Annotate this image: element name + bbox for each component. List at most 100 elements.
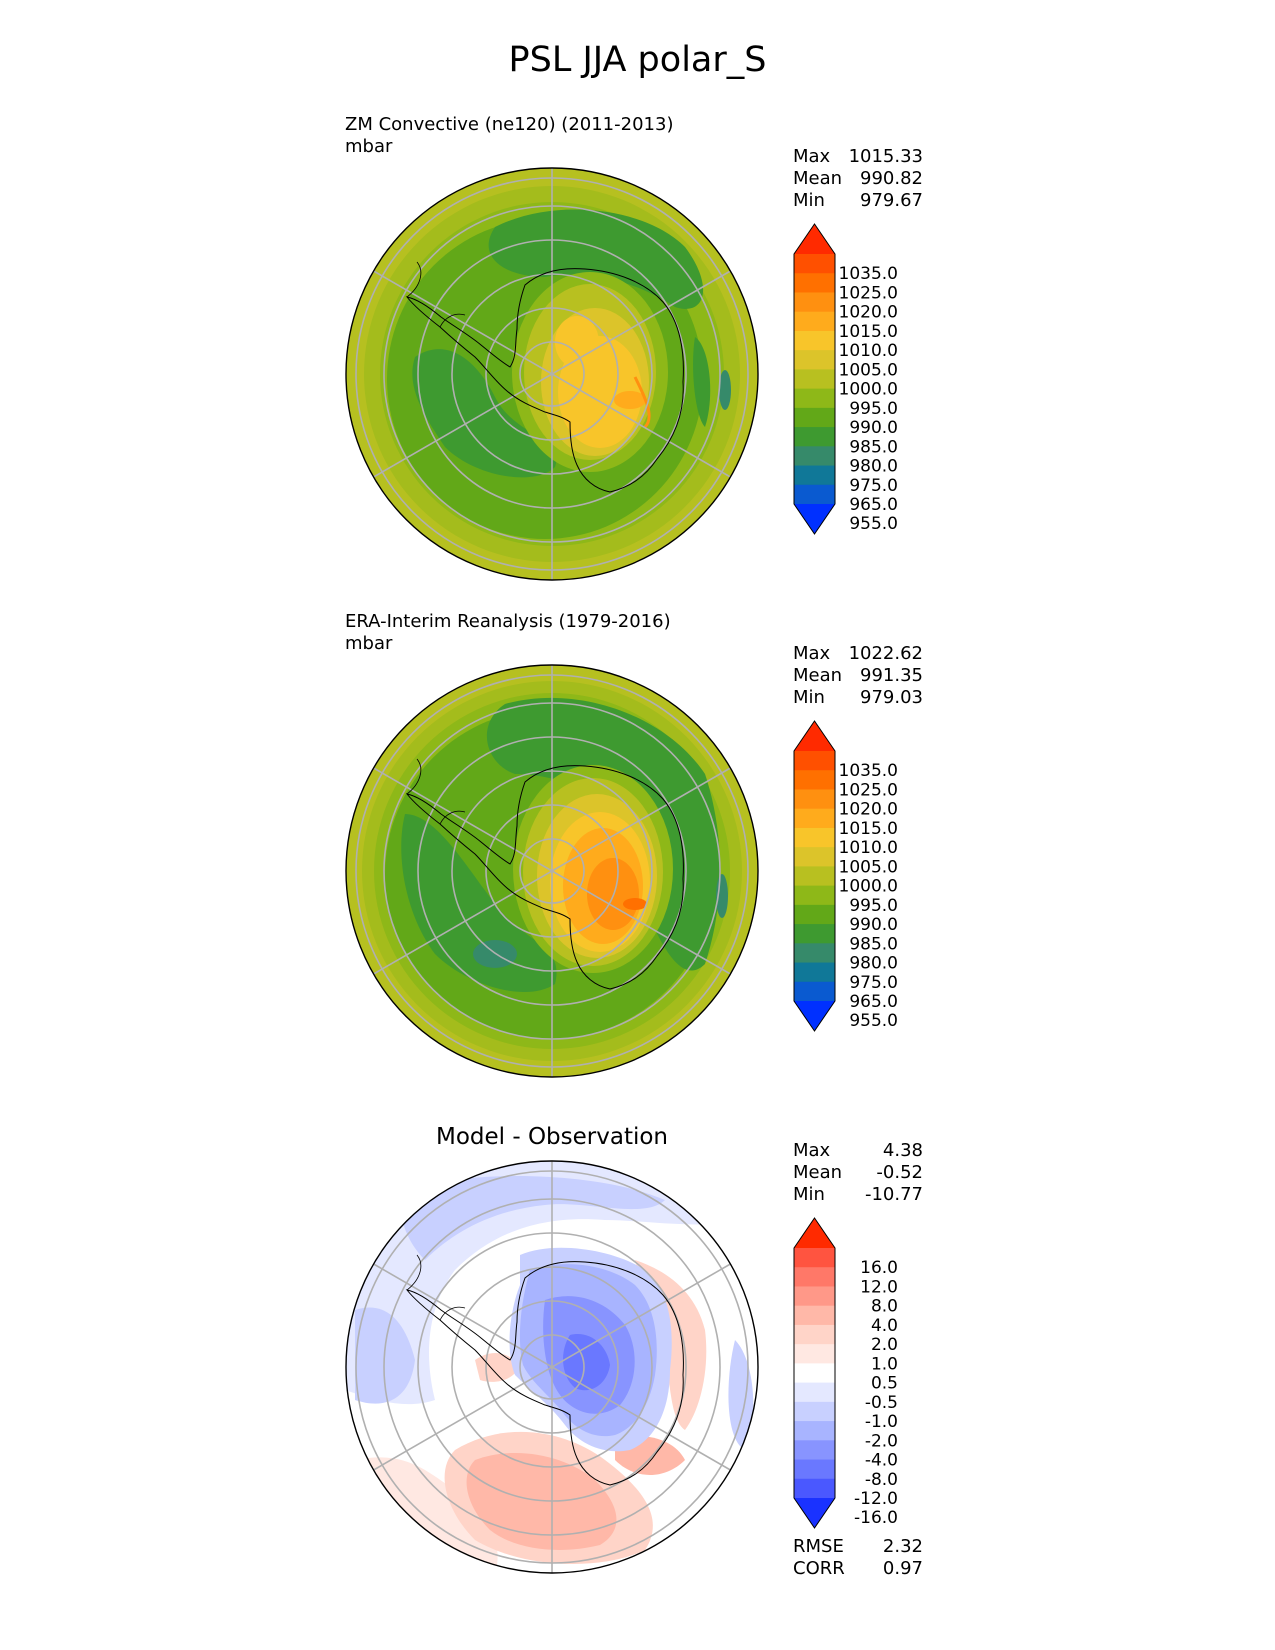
stat-min: Min 979.67 bbox=[793, 190, 923, 211]
colorbar-tick-label: 995.0 bbox=[849, 896, 898, 916]
map-boundary bbox=[345, 167, 759, 581]
colorbar-bin bbox=[794, 350, 835, 370]
colorbar-bin bbox=[794, 330, 835, 351]
stat-max: Max 1022.62 bbox=[793, 643, 923, 664]
colorbar-bin bbox=[794, 943, 835, 964]
colorbar-extend-min bbox=[794, 504, 835, 534]
colorbar-tick-label: -2.0 bbox=[865, 1431, 898, 1451]
panel-3-title: Model - Observation bbox=[435, 1124, 669, 1150]
colorbar-bin bbox=[794, 1421, 835, 1441]
panel-3-stats: Max 4.38 Mean -0.52 Min -10.77 bbox=[793, 1140, 923, 1206]
colorbar-bin bbox=[794, 924, 835, 944]
colorbar-tick-label: 1020.0 bbox=[839, 800, 898, 820]
colorbar-bin bbox=[794, 847, 835, 867]
colorbar-tick-label: 1010.0 bbox=[839, 838, 898, 858]
colorbar-bin bbox=[794, 1478, 835, 1499]
colorbar-tick-label: 8.0 bbox=[871, 1297, 898, 1317]
colorbar-bin bbox=[794, 981, 835, 1002]
stat-min: Min -10.77 bbox=[793, 1184, 923, 1205]
colorbar-bin bbox=[794, 465, 835, 486]
colorbar-tick-label: -12.0 bbox=[854, 1489, 898, 1509]
colorbar-bin bbox=[794, 254, 835, 274]
colorbar-tick-label: 1015.0 bbox=[839, 322, 898, 342]
colorbar-tick-label: 1005.0 bbox=[839, 360, 898, 380]
colorbar-bin bbox=[794, 1363, 835, 1384]
panel-1-map bbox=[345, 167, 759, 581]
stat-mean: Mean 990.82 bbox=[793, 168, 923, 189]
stat-max: Max 1015.33 bbox=[793, 146, 923, 167]
stat-mean: Mean 991.35 bbox=[793, 665, 923, 686]
colorbar-tick-label: 995.0 bbox=[849, 399, 898, 419]
colorbar-tick-label: 980.0 bbox=[849, 457, 898, 477]
colorbar-tick-label: 0.5 bbox=[871, 1374, 898, 1394]
colorbar-tick-label: 4.0 bbox=[871, 1316, 898, 1336]
colorbar-tick-label: 1035.0 bbox=[839, 761, 898, 781]
colorbar-bin bbox=[794, 1440, 835, 1461]
panel-3-colorbar: 16.012.08.04.02.01.00.5-0.5-1.0-2.0-4.0-… bbox=[793, 1217, 898, 1529]
colorbar-bin bbox=[794, 827, 835, 848]
colorbar-tick-label: 955.0 bbox=[849, 514, 898, 534]
panel-2-stats: Max 1022.62 Mean 991.35 Min 979.03 bbox=[793, 643, 923, 709]
colorbar-bin bbox=[794, 1305, 835, 1326]
colorbar-tick-label: 965.0 bbox=[849, 992, 898, 1012]
colorbar-bin bbox=[794, 1401, 835, 1422]
panel-2-units: mbar bbox=[345, 633, 393, 654]
colorbar-bin bbox=[794, 751, 835, 771]
colorbar-bin bbox=[794, 1286, 835, 1307]
panel-2-title: ERA-Interim Reanalysis (1979-2016) bbox=[345, 611, 671, 632]
colorbar-tick-label: -1.0 bbox=[865, 1412, 898, 1432]
colorbar-bin bbox=[794, 446, 835, 467]
colorbar-tick-label: 1010.0 bbox=[839, 341, 898, 361]
colorbar-tick-label: 1020.0 bbox=[839, 303, 898, 323]
panel-3-map bbox=[345, 1160, 759, 1574]
colorbar-tick-label: 965.0 bbox=[849, 495, 898, 515]
panel-1-stats: Max 1015.33 Mean 990.82 Min 979.67 bbox=[793, 146, 923, 212]
colorbar-tick-label: 975.0 bbox=[849, 973, 898, 993]
colorbar-bin bbox=[794, 808, 835, 829]
panel-1-title: ZM Convective (ne120) (2011-2013) bbox=[345, 114, 674, 135]
colorbar-bin bbox=[794, 1248, 835, 1268]
stat-rmse: RMSE 2.32 bbox=[793, 1536, 923, 1557]
colorbar-bin bbox=[794, 1459, 835, 1480]
panel-3-extra-stats: RMSE 2.32 CORR 0.97 bbox=[793, 1536, 923, 1580]
colorbar-tick-label: 1005.0 bbox=[839, 857, 898, 877]
stat-min: Min 979.03 bbox=[793, 687, 923, 708]
colorbar-tick-label: 985.0 bbox=[849, 437, 898, 457]
antarctica-coastline bbox=[405, 268, 684, 493]
panel-2-map bbox=[345, 664, 759, 1078]
colorbar-tick-label: 955.0 bbox=[849, 1011, 898, 1031]
colorbar-bin bbox=[794, 273, 835, 293]
colorbar-tick-label: 1025.0 bbox=[839, 283, 898, 303]
colorbar-tick-label: 980.0 bbox=[849, 954, 898, 974]
colorbar-bin bbox=[794, 885, 835, 906]
graticule bbox=[355, 168, 749, 580]
colorbar-tick-label: -8.0 bbox=[865, 1470, 898, 1490]
colorbar-extend-max bbox=[794, 1218, 835, 1248]
colorbar-tick-label: 990.0 bbox=[849, 418, 898, 438]
colorbar-tick-label: 1000.0 bbox=[839, 380, 898, 400]
stat-mean: Mean -0.52 bbox=[793, 1162, 923, 1183]
colorbar-tick-label: 990.0 bbox=[849, 915, 898, 935]
colorbar-bin bbox=[794, 388, 835, 409]
colorbar-tick-label: 1035.0 bbox=[839, 264, 898, 284]
colorbar-bin bbox=[794, 789, 835, 810]
panel-1-colorbar: 1035.01025.01020.01015.01010.01005.01000… bbox=[793, 223, 898, 535]
colorbar-tick-label: 1025.0 bbox=[839, 780, 898, 800]
colorbar-tick-label: -16.0 bbox=[854, 1508, 898, 1528]
colorbar-bin bbox=[794, 484, 835, 505]
colorbar-tick-label: -0.5 bbox=[865, 1393, 898, 1413]
colorbar-tick-label: 1000.0 bbox=[839, 877, 898, 897]
colorbar-tick-label: 985.0 bbox=[849, 934, 898, 954]
colorbar-extend-max bbox=[794, 224, 835, 254]
colorbar-bin bbox=[794, 1382, 835, 1403]
colorbar-bin bbox=[794, 311, 835, 332]
colorbar-bin bbox=[794, 292, 835, 313]
colorbar-bin bbox=[794, 369, 835, 390]
colorbar-bin bbox=[794, 407, 835, 428]
colorbar-bin bbox=[794, 1344, 835, 1364]
colorbar-extend-min bbox=[794, 1001, 835, 1031]
colorbar-bin bbox=[794, 427, 835, 447]
colorbar-tick-label: 1015.0 bbox=[839, 819, 898, 839]
colorbar-bin bbox=[794, 1324, 835, 1345]
colorbar-bin bbox=[794, 962, 835, 983]
